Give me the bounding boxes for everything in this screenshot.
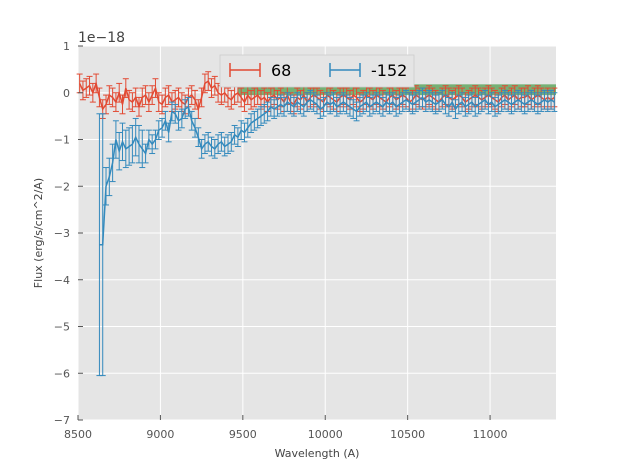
series-line <box>99 96 555 246</box>
y-tick-label: 0 <box>63 87 70 100</box>
shaded-band <box>237 84 556 96</box>
x-tick-label: 9000 <box>146 428 174 441</box>
legend-label-68: 68 <box>271 61 291 80</box>
y-tick-label: −3 <box>54 227 70 240</box>
y-axis-label: Flux (erg/s/cm^2/A) <box>32 178 45 288</box>
x-axis-label: Wavelength (A) <box>275 447 360 460</box>
x-tick-label: 11000 <box>473 428 508 441</box>
x-tick-label: 8500 <box>64 428 92 441</box>
legend-marker-68 <box>229 63 261 77</box>
legend-marker-neg152 <box>329 63 361 77</box>
x-axis-ticks: 8500 9000 9500 10000 10500 11000 <box>64 415 508 441</box>
y-offset-label: 1e−18 <box>78 30 125 46</box>
x-tick-label: 9500 <box>229 428 257 441</box>
y-tick-label: −7 <box>54 414 70 427</box>
y-tick-label: −6 <box>54 367 70 380</box>
y-tick-label: −1 <box>54 134 70 147</box>
legend-label-neg152: -152 <box>371 61 407 80</box>
shaded-band-rect <box>237 84 556 96</box>
x-tick-label: 10000 <box>308 428 343 441</box>
y-tick-label: −5 <box>54 321 70 334</box>
legend-box <box>219 54 415 88</box>
x-tick-label: 10500 <box>390 428 425 441</box>
y-tick-label: −4 <box>54 274 70 287</box>
series-1 <box>96 87 558 377</box>
legend: 68 -152 <box>219 54 415 88</box>
series-layer <box>76 71 558 377</box>
y-tick-label: 1 <box>63 40 70 53</box>
y-axis-ticks: 1 0 −1 −2 −3 −4 −5 −6 −7 <box>54 40 83 427</box>
y-tick-label: −2 <box>54 180 70 193</box>
